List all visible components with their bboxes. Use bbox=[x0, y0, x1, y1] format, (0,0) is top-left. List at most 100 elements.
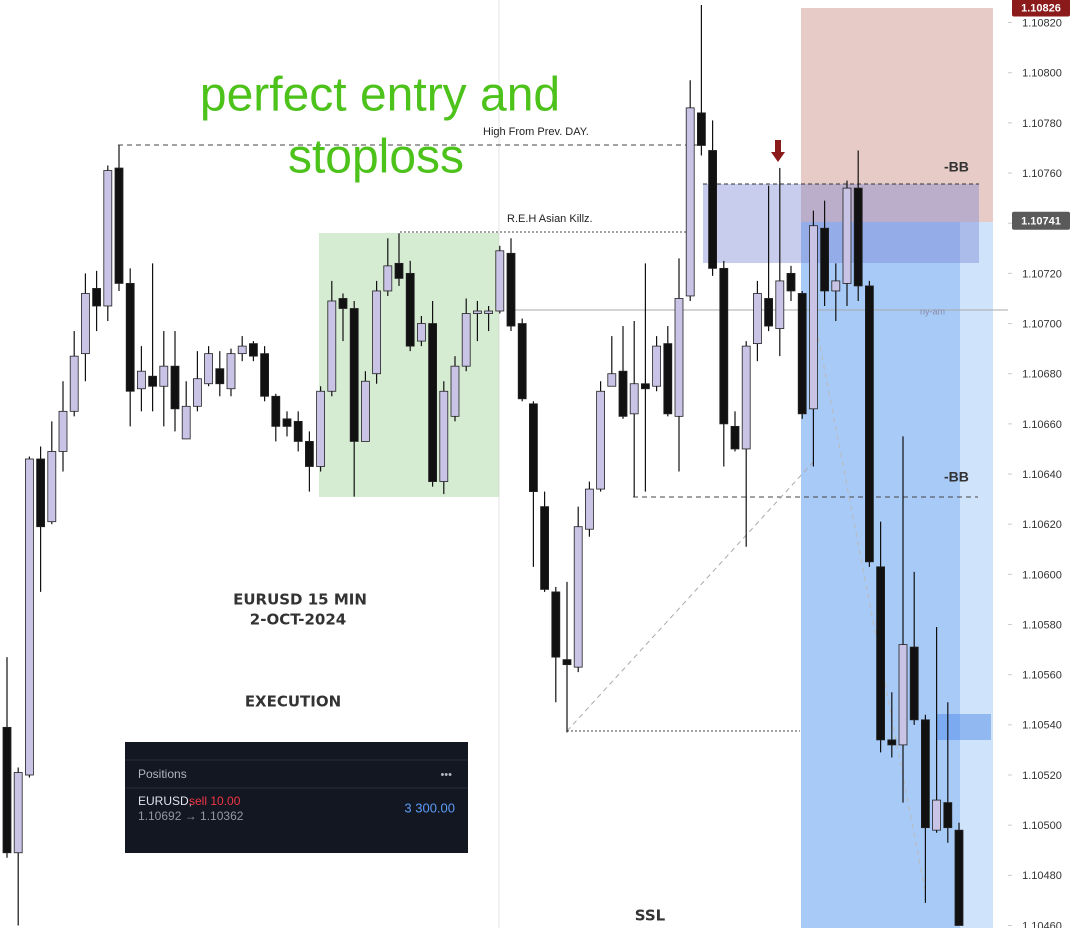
candle-body bbox=[405, 272, 415, 347]
candle-body bbox=[674, 298, 684, 417]
candle-body bbox=[327, 300, 337, 392]
position-symbol: EURUSD, bbox=[138, 794, 192, 808]
position-prices: 1.10692 → 1.10362 bbox=[138, 809, 244, 823]
candle-body bbox=[103, 170, 113, 307]
candle-body bbox=[551, 591, 561, 658]
candle-body bbox=[260, 353, 270, 397]
panel-menu[interactable]: ••• bbox=[440, 769, 452, 781]
y-tick-label: 1.10720 bbox=[1022, 268, 1062, 280]
annotation: EXECUTION bbox=[245, 693, 341, 711]
candle-body bbox=[372, 290, 382, 375]
candle-body bbox=[428, 323, 438, 482]
candle-body bbox=[170, 365, 180, 410]
y-tick-label: 1.10500 bbox=[1022, 820, 1062, 832]
position-profit: 3 300.00 bbox=[404, 800, 455, 815]
candle-body bbox=[24, 458, 34, 776]
panel-title: Positions bbox=[138, 767, 187, 781]
candle-body bbox=[338, 298, 348, 309]
annotation: ny-am bbox=[920, 306, 945, 316]
projection-line bbox=[566, 459, 816, 732]
annotation: -BB bbox=[944, 469, 969, 485]
candle-body bbox=[540, 506, 549, 590]
candle-body bbox=[797, 293, 807, 415]
price-marker bbox=[1012, 211, 1070, 230]
candle-body bbox=[248, 343, 258, 357]
candle-body bbox=[730, 425, 740, 450]
candle-body bbox=[181, 405, 191, 440]
y-tick-label: 1.10700 bbox=[1022, 318, 1062, 330]
y-tick-label: 1.10600 bbox=[1022, 569, 1062, 581]
annotation: EURUSD 15 MIN bbox=[233, 591, 367, 609]
y-tick-label: 1.10480 bbox=[1022, 870, 1062, 882]
candle-body bbox=[136, 370, 146, 390]
annotation: 2-OCT-2024 bbox=[250, 611, 346, 629]
candle-body bbox=[685, 107, 695, 297]
candle-body bbox=[394, 262, 404, 279]
candle-body bbox=[764, 298, 773, 327]
candle-body bbox=[506, 252, 516, 327]
candle-body bbox=[585, 488, 594, 530]
candles bbox=[2, 5, 964, 926]
headline: perfect entry and bbox=[200, 69, 560, 122]
candle-body bbox=[237, 345, 247, 355]
stoploss-zone bbox=[801, 8, 993, 222]
candle-body bbox=[607, 373, 617, 387]
candle-body bbox=[786, 272, 796, 292]
y-tick-label: 1.10460 bbox=[1022, 920, 1062, 928]
y-tick-label: 1.10580 bbox=[1022, 619, 1062, 631]
candle-body bbox=[663, 343, 673, 415]
candle-body bbox=[741, 345, 751, 450]
candle-body bbox=[573, 526, 583, 668]
candle-body bbox=[618, 370, 628, 417]
candle-body bbox=[2, 726, 12, 854]
asian-range-box bbox=[319, 233, 499, 497]
candle-body bbox=[13, 772, 23, 854]
candle-body bbox=[887, 739, 897, 746]
candle-body bbox=[282, 418, 292, 427]
candle-body bbox=[416, 323, 426, 342]
liquidity-box bbox=[936, 714, 991, 740]
y-tick-label: 1.10680 bbox=[1022, 369, 1062, 381]
candle-body bbox=[495, 250, 505, 312]
annotation: R.E.H Asian Killz. bbox=[507, 213, 593, 225]
candle-body bbox=[293, 420, 303, 442]
y-tick-label: 1.10520 bbox=[1022, 770, 1062, 782]
candle-body bbox=[853, 187, 863, 287]
candle-body bbox=[304, 441, 314, 467]
candle-body bbox=[192, 378, 202, 407]
y-tick-label: 1.10640 bbox=[1022, 469, 1062, 481]
headline: stoploss bbox=[288, 131, 464, 184]
supply-box bbox=[703, 184, 979, 263]
price-marker bbox=[1012, 0, 1070, 17]
candle-body bbox=[529, 403, 538, 492]
candle-body bbox=[36, 458, 45, 528]
candle-body bbox=[596, 390, 605, 490]
candle-body bbox=[360, 380, 370, 442]
target-zone-edge bbox=[960, 222, 993, 928]
candle-body bbox=[114, 167, 124, 284]
position-side: sell 10.00 bbox=[189, 794, 241, 808]
candle-body bbox=[719, 267, 729, 425]
candle-body bbox=[909, 646, 919, 721]
candle-body bbox=[820, 227, 829, 292]
candle-body bbox=[383, 265, 393, 292]
candle-body bbox=[898, 644, 908, 746]
candle-body bbox=[226, 353, 236, 390]
price-axis-labels: 1.108201.108001.107801.107601.107401.107… bbox=[1008, 0, 1070, 928]
candle-body bbox=[954, 829, 964, 926]
candle-body bbox=[215, 368, 225, 385]
candle-body bbox=[831, 280, 841, 292]
candle-body bbox=[641, 383, 650, 390]
candle-body bbox=[461, 313, 471, 367]
candle-body bbox=[92, 288, 101, 307]
candle-body bbox=[697, 112, 706, 146]
candle-body bbox=[629, 383, 639, 415]
price-marker-label: 1.10741 bbox=[1021, 216, 1061, 228]
candle-body bbox=[517, 323, 527, 400]
y-tick-label: 1.10560 bbox=[1022, 670, 1062, 682]
candle-body bbox=[58, 410, 68, 452]
annotation: SSL bbox=[635, 907, 666, 925]
candle-body bbox=[204, 353, 214, 385]
price-marker-label: 1.10826 bbox=[1021, 2, 1061, 14]
candle-body bbox=[943, 802, 953, 829]
